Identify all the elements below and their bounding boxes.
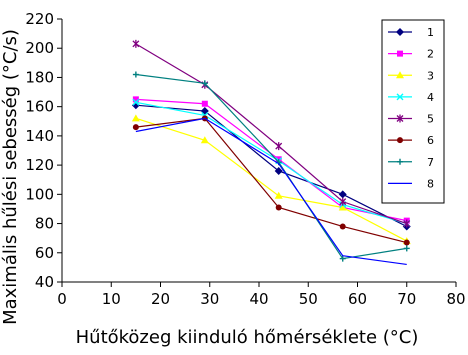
y-tick-label: 40 <box>35 273 54 291</box>
x-tick-label: 60 <box>348 290 367 308</box>
series-line-4 <box>135 101 407 225</box>
series-line-8 <box>135 117 407 266</box>
series-6 <box>132 115 410 246</box>
series-8 <box>135 117 407 266</box>
series-3 <box>131 114 411 245</box>
legend: 1 2 3 4 5 6 7 8 <box>381 19 445 204</box>
data-point-5 <box>339 197 347 206</box>
legend-item-8: 8 <box>388 177 434 190</box>
data-point-3 <box>200 136 209 144</box>
series-1 <box>131 101 411 231</box>
legend-label-4: 4 <box>427 91 434 104</box>
data-point-7 <box>132 71 139 78</box>
legend-item-2: 2 <box>388 48 434 61</box>
axes: 0 10 20 30 40 50 60 70 80 40 60 80 100 120 140 160 180 20… <box>25 10 465 308</box>
data-point-4 <box>132 98 140 106</box>
series-line-3 <box>135 117 408 242</box>
legend-swatch-marker <box>397 50 403 57</box>
data-point-2 <box>132 96 139 103</box>
legend-swatch-marker <box>396 93 404 101</box>
series-2 <box>132 96 410 224</box>
x-tick-label: 80 <box>446 290 465 308</box>
legend-label-1: 1 <box>427 26 434 39</box>
data-point-6 <box>275 204 282 211</box>
legend-item-4: 4 <box>388 91 434 104</box>
legend-swatch-marker <box>397 137 403 144</box>
data-point-4-stroke <box>132 98 140 106</box>
legend-swatch-marker <box>396 71 404 79</box>
legend-label-5: 5 <box>427 113 434 126</box>
x-tick-label: 30 <box>200 290 219 308</box>
legend-swatch-marker <box>396 28 404 36</box>
data-point-1 <box>338 190 347 199</box>
legend-label-6: 6 <box>427 134 434 147</box>
series-line-5 <box>135 43 407 225</box>
legend-item-3: 3 <box>388 69 434 82</box>
x-tick-label: 50 <box>299 290 318 308</box>
y-tick-label: 180 <box>25 68 54 86</box>
series-line-2 <box>135 98 407 222</box>
data-point-7 <box>201 80 208 87</box>
data-point-5 <box>275 142 283 151</box>
x-axis-title: Hűtőközeg kiinduló hőmérséklete (°C) <box>76 327 419 348</box>
legend-label-2: 2 <box>427 48 434 61</box>
data-point-6 <box>132 124 139 131</box>
data-point-2 <box>201 100 208 107</box>
x-tick-label: 40 <box>249 290 268 308</box>
data-point-5 <box>403 219 411 228</box>
data-point-1 <box>274 166 283 175</box>
legend-label-8: 8 <box>427 177 434 190</box>
data-point-3 <box>338 203 347 211</box>
legend-label-7: 7 <box>427 156 434 169</box>
legend-label-3: 3 <box>427 69 434 82</box>
data-point-6 <box>339 223 346 230</box>
x-tick-label: 20 <box>151 290 170 308</box>
y-tick-label: 100 <box>25 185 54 203</box>
legend-swatch-marker-stroke <box>396 93 404 101</box>
x-tick-label: 10 <box>102 290 121 308</box>
legend-box <box>381 19 445 204</box>
data-point-5 <box>132 39 140 48</box>
legend-item-6: 6 <box>388 134 434 147</box>
y-axis-title: Maximális hűlési sebesség (°C/s) <box>0 29 21 325</box>
series-group <box>131 39 411 266</box>
y-tick-label: 220 <box>25 10 54 28</box>
x-tick-label: 0 <box>57 290 67 308</box>
y-tick-label: 200 <box>25 39 54 57</box>
data-point-3 <box>131 114 140 122</box>
y-tick-label: 80 <box>35 215 54 233</box>
legend-swatch-marker <box>396 114 404 123</box>
y-tick-label: 160 <box>25 98 54 116</box>
series-5 <box>132 39 411 228</box>
legend-item-1: 1 <box>388 26 434 39</box>
data-point-7 <box>339 255 346 262</box>
data-point-3 <box>274 191 283 199</box>
legend-swatch-marker <box>397 158 403 165</box>
y-tick-label: 60 <box>35 244 54 262</box>
series-line-6 <box>135 117 407 244</box>
legend-item-5: 5 <box>388 113 434 126</box>
data-point-7 <box>403 245 410 252</box>
y-tick-label: 120 <box>25 156 54 174</box>
x-tick-label: 70 <box>397 290 416 308</box>
legend-item-7: 7 <box>388 156 434 169</box>
y-tick-label: 140 <box>25 127 54 145</box>
data-point-6 <box>403 239 410 246</box>
